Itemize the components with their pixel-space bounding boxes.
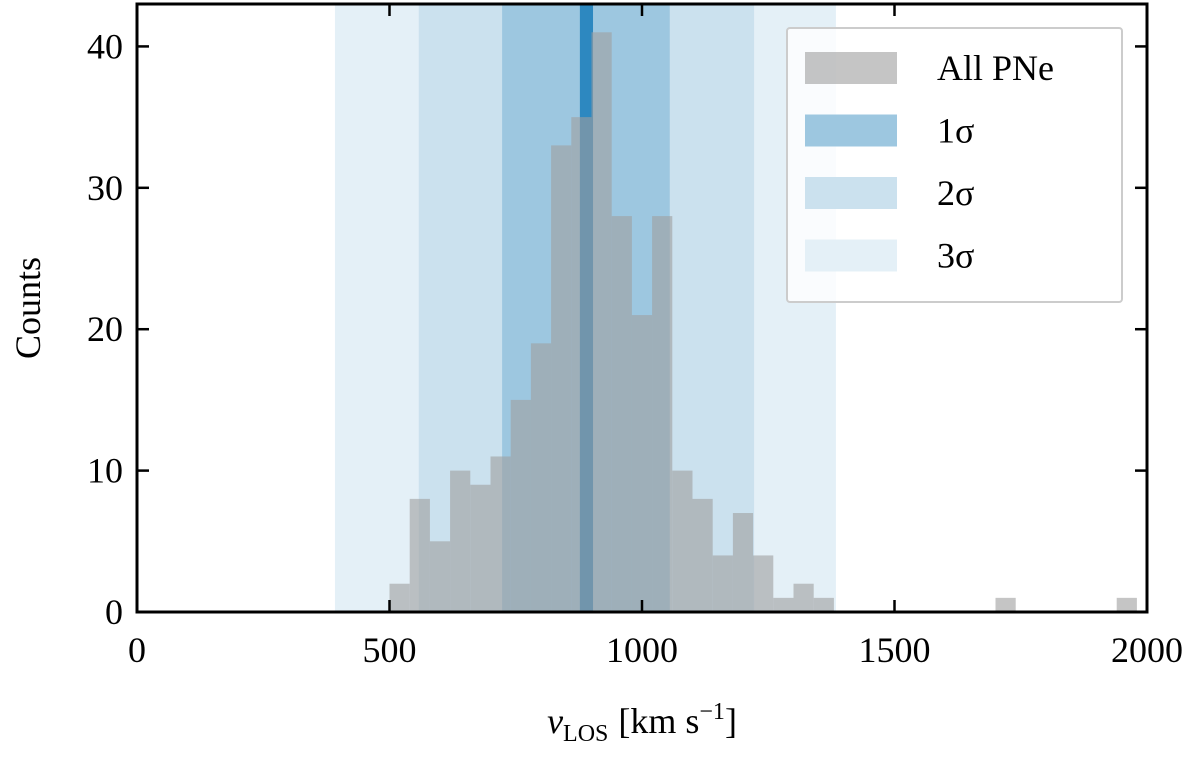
histogram-bar	[793, 583, 814, 612]
legend-swatch	[805, 52, 897, 84]
histogram-bar	[429, 541, 451, 612]
plot-frame	[135, 2, 1149, 614]
legend-label: 2σ	[937, 173, 974, 213]
y-tick-label: 0	[105, 592, 123, 632]
x-label-unit: [km s	[618, 701, 699, 741]
legend-label: All PNe	[937, 48, 1054, 88]
x-tick-label: 0	[128, 630, 146, 670]
histogram-bar	[732, 513, 754, 612]
histogram-bar	[490, 456, 511, 612]
histogram-bar	[631, 315, 653, 612]
y-tick-label: 20	[87, 309, 123, 349]
histogram-bar	[551, 145, 572, 612]
legend-label: 1σ	[937, 111, 974, 151]
histogram-bar	[712, 555, 733, 612]
legend-box	[786, 27, 1123, 303]
x-label-symbol: v	[547, 701, 563, 741]
x-tick-label: 1500	[859, 630, 931, 670]
histogram-bar	[753, 555, 774, 612]
y-tick-label: 30	[87, 168, 123, 208]
x-tick-label: 2000	[1111, 630, 1183, 670]
histogram-bar	[571, 117, 592, 613]
histogram-bar	[591, 32, 612, 613]
histogram-bar	[692, 498, 713, 612]
histogram-bar	[995, 597, 1016, 612]
x-tick-label: 1000	[606, 630, 678, 670]
histogram-bar	[773, 597, 794, 612]
x-axis-label: vLOS [km s−1]	[547, 699, 737, 747]
y-tick-label: 40	[87, 26, 123, 66]
histogram-bar	[409, 498, 430, 612]
histogram-bar	[530, 343, 552, 612]
histogram-bar	[672, 470, 693, 612]
legend-swatch	[805, 239, 897, 272]
x-label-superscript: −1	[699, 699, 725, 725]
legend-label: 3σ	[937, 236, 974, 276]
histogram-bar	[1116, 597, 1137, 612]
histogram-bar	[510, 399, 531, 612]
x-label-subscript: LOS	[563, 721, 608, 747]
histogram-bar	[450, 470, 471, 612]
legend-swatch	[805, 177, 897, 209]
x-label-close: ]	[725, 701, 737, 741]
legend-swatch	[805, 114, 897, 147]
histogram-bar	[470, 484, 491, 612]
histogram-bar	[389, 583, 410, 612]
y-axis-label: Counts	[8, 257, 48, 359]
x-tick-label: 500	[363, 630, 417, 670]
histogram-bar	[611, 216, 632, 612]
y-tick-label: 10	[87, 451, 123, 491]
histogram-bar	[652, 216, 673, 612]
histogram-bar	[813, 597, 834, 612]
